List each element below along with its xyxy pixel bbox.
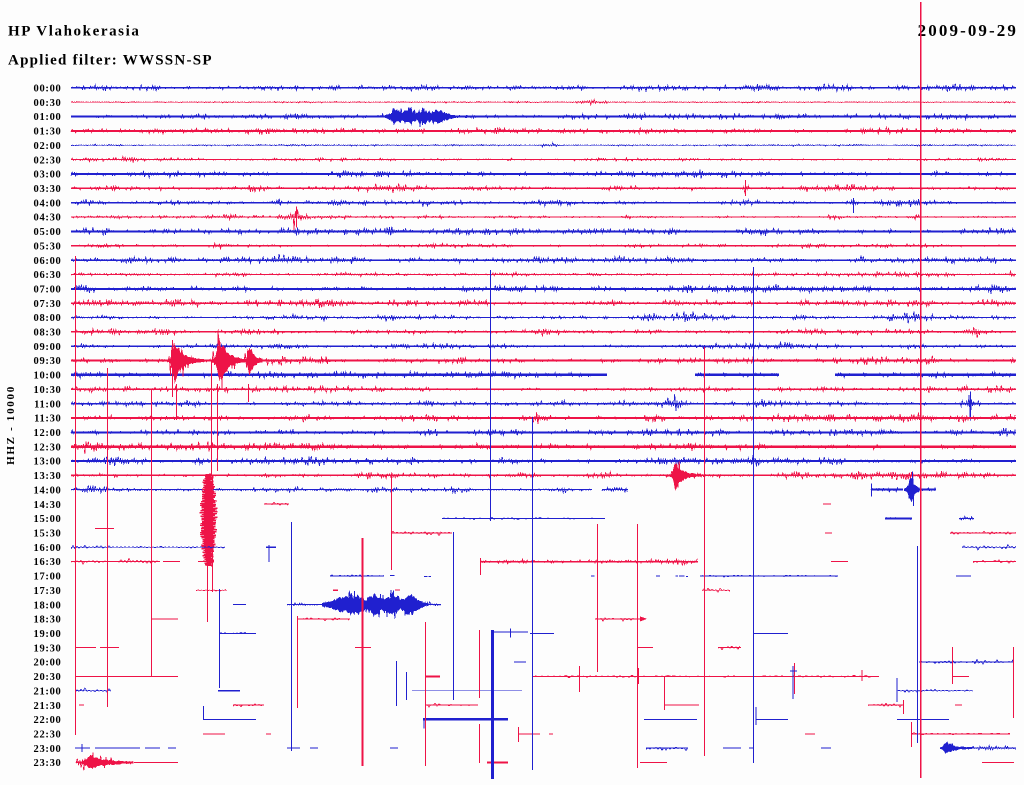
svg-text:19:30: 19:30 <box>34 643 62 654</box>
svg-text:22:30: 22:30 <box>34 730 62 741</box>
svg-text:15:30: 15:30 <box>34 529 62 540</box>
svg-text:03:30: 03:30 <box>34 184 62 195</box>
svg-text:23:30: 23:30 <box>34 758 62 769</box>
svg-text:20:00: 20:00 <box>34 658 62 669</box>
svg-text:15:00: 15:00 <box>34 514 62 525</box>
svg-text:22:00: 22:00 <box>34 715 62 726</box>
svg-text:09:00: 09:00 <box>34 342 62 353</box>
svg-text:20:30: 20:30 <box>34 672 62 683</box>
svg-text:13:30: 13:30 <box>34 471 62 482</box>
svg-text:18:00: 18:00 <box>34 600 62 611</box>
svg-text:00:30: 00:30 <box>34 98 62 109</box>
svg-text:07:00: 07:00 <box>34 285 62 296</box>
svg-text:21:00: 21:00 <box>34 686 62 697</box>
svg-text:02:00: 02:00 <box>34 141 62 152</box>
svg-text:04:00: 04:00 <box>34 198 62 209</box>
svg-text:14:00: 14:00 <box>34 485 62 496</box>
svg-text:01:00: 01:00 <box>34 112 62 123</box>
svg-text:06:30: 06:30 <box>34 270 62 281</box>
svg-text:2009-09-29: 2009-09-29 <box>918 21 1018 40</box>
svg-text:Applied filter: WWSSN-SP: Applied filter: WWSSN-SP <box>8 53 213 69</box>
svg-text:23:00: 23:00 <box>34 744 62 755</box>
svg-text:HP Vlahokerasia: HP Vlahokerasia <box>8 24 141 40</box>
svg-text:17:00: 17:00 <box>34 572 62 583</box>
svg-text:08:00: 08:00 <box>34 313 62 324</box>
svg-text:11:00: 11:00 <box>34 399 61 410</box>
svg-text:06:00: 06:00 <box>34 256 62 267</box>
svg-text:04:30: 04:30 <box>34 213 62 224</box>
svg-text:21:30: 21:30 <box>34 701 62 712</box>
svg-text:16:30: 16:30 <box>34 557 62 568</box>
svg-text:05:00: 05:00 <box>34 227 62 238</box>
svg-text:10:00: 10:00 <box>34 371 62 382</box>
svg-text:14:30: 14:30 <box>34 500 62 511</box>
svg-text:05:30: 05:30 <box>34 241 62 252</box>
svg-text:07:30: 07:30 <box>34 299 62 310</box>
svg-text:08:30: 08:30 <box>34 328 62 339</box>
svg-text:HHZ - 10000: HHZ - 10000 <box>5 385 17 465</box>
svg-text:10:30: 10:30 <box>34 385 62 396</box>
svg-text:18:30: 18:30 <box>34 615 62 626</box>
svg-text:13:00: 13:00 <box>34 457 62 468</box>
svg-text:00:00: 00:00 <box>34 84 62 95</box>
svg-text:09:30: 09:30 <box>34 356 62 367</box>
svg-text:03:00: 03:00 <box>34 170 62 181</box>
svg-text:17:30: 17:30 <box>34 586 62 597</box>
svg-text:12:00: 12:00 <box>34 428 62 439</box>
svg-text:12:30: 12:30 <box>34 442 62 453</box>
svg-text:16:00: 16:00 <box>34 543 62 554</box>
svg-text:01:30: 01:30 <box>34 127 62 138</box>
svg-text:02:30: 02:30 <box>34 155 62 166</box>
svg-text:11:30: 11:30 <box>34 414 61 425</box>
svg-text:19:00: 19:00 <box>34 629 62 640</box>
